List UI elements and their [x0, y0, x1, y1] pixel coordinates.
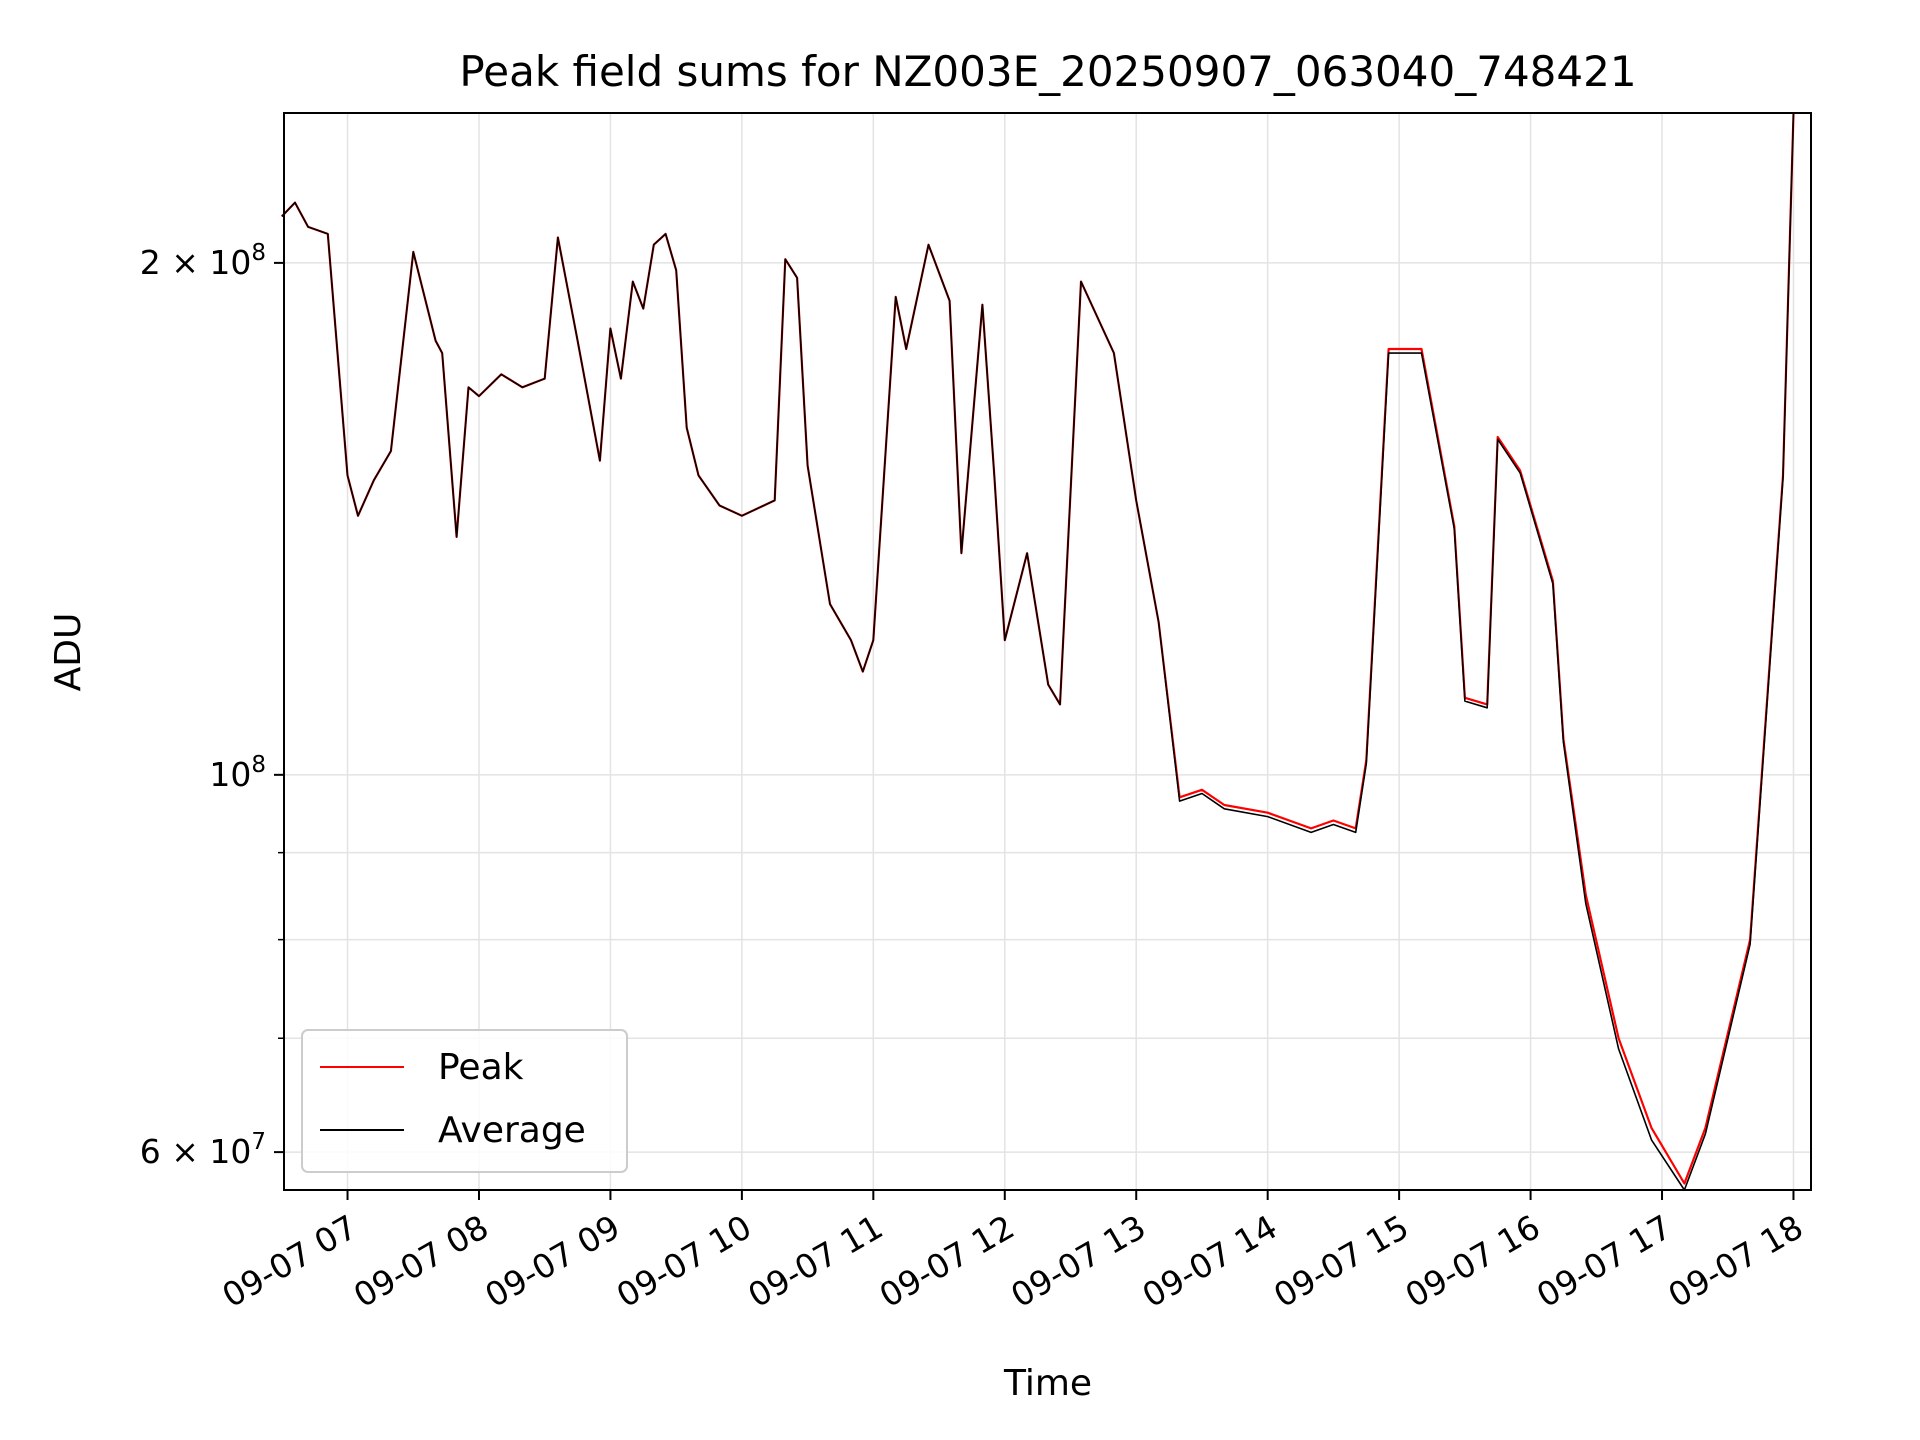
y-axis-label: ADU	[48, 613, 89, 692]
series-line-average	[281, 112, 1795, 1191]
y-tick-label: 6 × 107	[140, 1129, 266, 1171]
y-tick-label: 108	[209, 752, 266, 794]
x-axis-label: Time	[1003, 1363, 1092, 1404]
y-axis-ticks: 2 × 108 108 6 × 107	[140, 240, 284, 1171]
legend-frame	[301, 1029, 628, 1173]
legend-label: Peak	[438, 1047, 524, 1088]
y-tick-label: 2 × 108	[140, 240, 266, 282]
legend: Peak Average	[301, 1029, 628, 1173]
plot-area-frame	[283, 112, 1812, 1191]
legend-label: Average	[438, 1110, 586, 1151]
chart-title: Peak field sums for NZ003E_20250907_0630…	[459, 47, 1636, 96]
series-lines	[281, 112, 1795, 1191]
